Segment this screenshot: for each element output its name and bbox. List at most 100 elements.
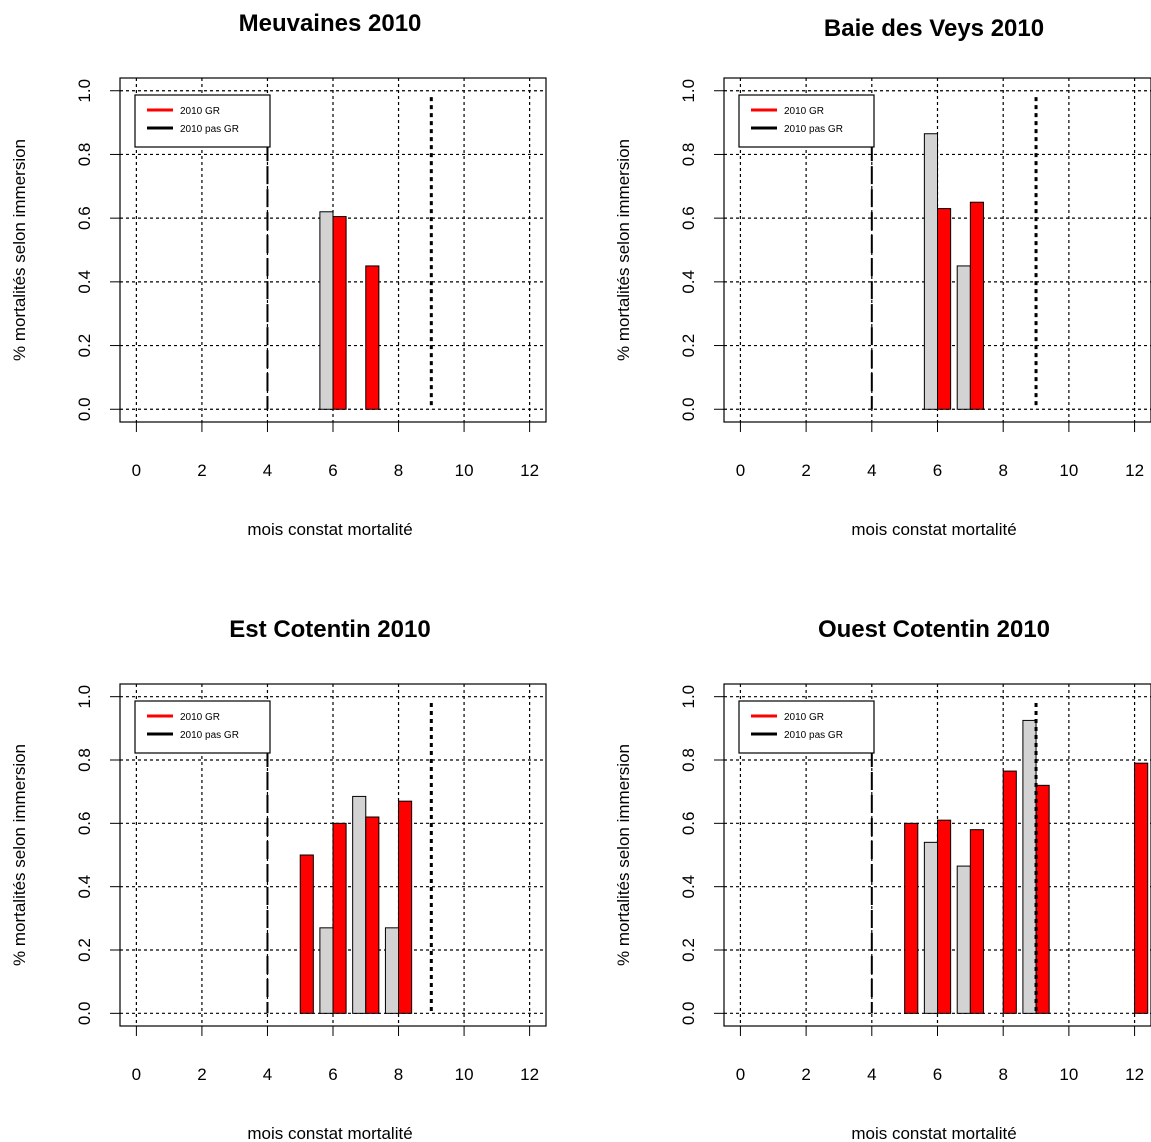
x-tick-label: 2 <box>197 461 206 480</box>
legend: 2010 GR 2010 pas GR <box>134 94 271 148</box>
y-tick-label: 1.0 <box>679 79 698 103</box>
y-tick-label: 1.0 <box>75 79 94 103</box>
x-tick-label: 4 <box>867 1065 876 1084</box>
x-tick-label: 4 <box>263 461 272 480</box>
x-tick-label: 0 <box>736 1065 745 1084</box>
y-tick-label: 0.6 <box>679 206 698 230</box>
x-axis-label: mois constat mortalité <box>851 1124 1016 1142</box>
legend: 2010 GR 2010 pas GR <box>738 700 875 754</box>
x-tick-label: 12 <box>520 1065 539 1084</box>
legend-label: 2010 pas GR <box>784 124 843 135</box>
y-tick-label: 0.4 <box>679 875 698 899</box>
bar-pas-gr <box>956 265 971 410</box>
bar-gr <box>365 816 380 1014</box>
legend-box <box>134 94 271 148</box>
chart-panel: 0 2 4 6 8 10 12 0.0 0.2 0.4 0.6 0.8 1.0 Meuvaines 201… <box>10 10 547 539</box>
x-tick-label: 8 <box>394 461 403 480</box>
x-tick-label: 6 <box>933 1065 942 1084</box>
x-tick-label: 10 <box>455 1065 474 1084</box>
x-tick-label: 6 <box>328 461 337 480</box>
bar-gr <box>937 208 952 410</box>
x-tick-label: 10 <box>1059 461 1078 480</box>
x-axis-label: mois constat mortalité <box>851 520 1016 539</box>
y-axis-label: % mortalités selon immersion <box>10 744 29 966</box>
y-axis-label: % mortalités selon immersion <box>614 139 633 361</box>
y-tick-label: 0.6 <box>75 206 94 230</box>
y-tick-label: 0.8 <box>679 748 698 772</box>
bar-pas-gr <box>1022 719 1037 1014</box>
bar-gr <box>365 265 380 410</box>
legend-label: 2010 GR <box>784 712 824 723</box>
x-tick-label: 10 <box>1059 1065 1078 1084</box>
bar-pas-gr <box>352 795 367 1014</box>
y-tick-label: 0.4 <box>679 270 698 294</box>
x-axis-label: mois constat mortalité <box>247 520 412 539</box>
bar-pas-gr <box>956 865 971 1014</box>
x-tick-label: 0 <box>132 1065 141 1084</box>
chart-title: Ouest Cotentin 2010 <box>818 616 1050 643</box>
chart-panel: 0 2 4 6 8 10 12 0.0 0.2 0.4 0.6 0.8 1.0 Baie des Veys… <box>614 15 1151 539</box>
y-tick-label: 0.0 <box>679 397 698 421</box>
bar-pas-gr <box>923 133 938 410</box>
bar-gr <box>1134 762 1149 1014</box>
y-axis-label: % mortalités selon immersion <box>10 139 29 361</box>
x-tick-label: 8 <box>998 461 1007 480</box>
x-tick-label: 0 <box>132 461 141 480</box>
y-tick-label: 0.2 <box>679 938 698 962</box>
chart-panel: 0 2 4 6 8 10 12 0.0 0.2 0.4 0.6 0.8 1.0 Ouest Cotenti… <box>614 616 1151 1142</box>
legend-label: 2010 GR <box>180 106 220 117</box>
x-tick-label: 12 <box>1125 461 1144 480</box>
x-tick-label: 0 <box>736 461 745 480</box>
y-tick-label: 0.8 <box>679 143 698 167</box>
x-tick-label: 4 <box>867 461 876 480</box>
bar-pas-gr <box>319 211 334 410</box>
y-tick-label: 0.4 <box>75 270 94 294</box>
y-axis-label: % mortalités selon immersion <box>614 744 633 966</box>
x-tick-label: 2 <box>801 461 810 480</box>
y-tick-label: 0.6 <box>679 812 698 836</box>
legend-label: 2010 pas GR <box>180 124 239 135</box>
legend-label: 2010 GR <box>784 106 824 117</box>
x-tick-label: 12 <box>1125 1065 1144 1084</box>
bar-gr <box>969 201 984 410</box>
bar-gr <box>904 822 919 1014</box>
legend-label: 2010 pas GR <box>180 730 239 741</box>
bar-gr <box>937 819 952 1014</box>
y-tick-label: 0.2 <box>75 334 94 358</box>
y-tick-label: 0.2 <box>679 334 698 358</box>
x-tick-label: 12 <box>520 461 539 480</box>
bar-gr <box>299 854 314 1014</box>
legend: 2010 GR 2010 pas GR <box>738 94 875 148</box>
x-tick-label: 2 <box>197 1065 206 1084</box>
bar-pas-gr <box>384 927 400 1014</box>
legend-label: 2010 GR <box>180 712 220 723</box>
bar-gr <box>332 216 347 410</box>
x-tick-label: 6 <box>933 461 942 480</box>
bar-pas-gr <box>923 841 938 1014</box>
bar-gr <box>1035 784 1050 1014</box>
chart-title: Est Cotentin 2010 <box>229 616 430 643</box>
legend: 2010 GR 2010 pas GR <box>134 700 271 754</box>
legend-label: 2010 pas GR <box>784 730 843 741</box>
chart-title: Baie des Veys 2010 <box>824 15 1044 42</box>
y-tick-label: 0.0 <box>75 397 94 421</box>
y-tick-label: 0.0 <box>679 1002 698 1026</box>
x-tick-label: 2 <box>801 1065 810 1084</box>
y-tick-label: 0.6 <box>75 812 94 836</box>
y-tick-label: 1.0 <box>75 685 94 709</box>
bar-gr <box>1002 770 1017 1014</box>
bar-gr <box>332 822 347 1014</box>
x-tick-label: 8 <box>394 1065 403 1084</box>
legend-box <box>738 94 875 148</box>
y-tick-label: 1.0 <box>679 685 698 709</box>
y-tick-label: 0.8 <box>75 143 94 167</box>
legend-box <box>738 700 875 754</box>
x-tick-label: 8 <box>998 1065 1007 1084</box>
bar-pas-gr <box>319 927 334 1014</box>
x-tick-label: 10 <box>455 461 474 480</box>
y-tick-label: 0.2 <box>75 938 94 962</box>
bar-gr <box>969 829 984 1014</box>
x-tick-label: 4 <box>263 1065 272 1084</box>
